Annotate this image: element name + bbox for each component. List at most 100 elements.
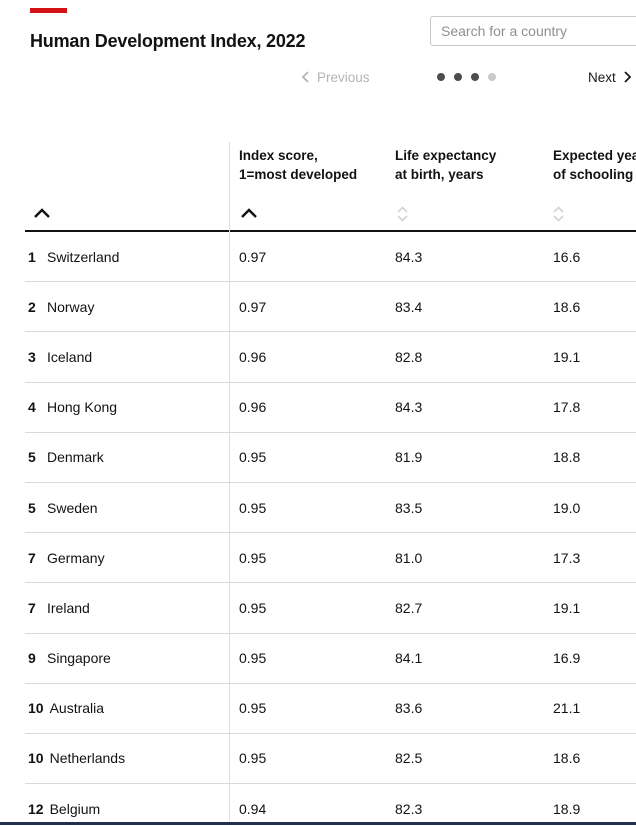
country-name: Switzerland <box>47 248 120 265</box>
life-expectancy-value: 81.9 <box>395 449 423 466</box>
sort-toggle-icon[interactable] <box>395 204 410 224</box>
schooling-value: 18.9 <box>553 800 581 817</box>
sort-toggle-icon[interactable] <box>551 204 566 224</box>
column-header-life-expectancy[interactable]: Life expectancy at birth, years <box>395 146 496 184</box>
table-row: 3 Iceland 0.96 82.8 19.1 <box>25 332 636 383</box>
schooling-value: 18.6 <box>553 298 581 315</box>
table-row: 4 Hong Kong 0.96 84.3 17.8 <box>25 383 636 433</box>
header-divider-line <box>25 230 636 232</box>
country-name: Germany <box>47 549 105 566</box>
schooling-value: 16.6 <box>553 248 581 265</box>
life-expectancy-value: 81.0 <box>395 549 423 566</box>
column-label-line: Life expectancy <box>395 148 497 163</box>
page-dot[interactable] <box>454 73 462 81</box>
life-expectancy-value: 84.3 <box>395 399 423 416</box>
index-score-value: 0.96 <box>239 348 267 365</box>
index-score-value: 0.97 <box>239 298 267 315</box>
table-row: 7 Germany 0.95 81.0 17.3 <box>25 533 636 584</box>
next-page-button[interactable]: Next <box>588 69 632 85</box>
life-expectancy-value: 84.1 <box>395 650 423 667</box>
country-name: Sweden <box>47 499 98 516</box>
life-expectancy-value: 83.6 <box>395 700 423 717</box>
rank-value: 3 <box>28 348 36 365</box>
index-score-value: 0.95 <box>239 750 267 767</box>
rank-value: 5 <box>28 499 36 516</box>
index-score-value: 0.95 <box>239 499 267 516</box>
table-row: 10 Australia 0.95 83.6 21.1 <box>25 684 636 734</box>
country-name: Norway <box>47 298 95 315</box>
country-name: Iceland <box>47 348 93 365</box>
column-header-expected-schooling[interactable]: Expected years of schooling <box>553 146 636 184</box>
index-score-value: 0.95 <box>239 549 267 566</box>
schooling-value: 19.1 <box>553 348 581 365</box>
rank-value: 7 <box>28 599 36 616</box>
table-row: 10 Netherlands 0.95 82.5 18.6 <box>25 734 636 785</box>
chevron-right-icon <box>624 71 632 83</box>
country-name: Netherlands <box>49 750 126 767</box>
country-name: Ireland <box>47 599 90 616</box>
schooling-value: 19.0 <box>553 499 581 516</box>
country-name: Belgium <box>49 800 101 817</box>
life-expectancy-value: 82.8 <box>395 348 423 365</box>
rank-value: 10 <box>28 700 44 717</box>
country-name: Hong Kong <box>47 399 118 416</box>
table-row: 5 Denmark 0.95 81.9 18.8 <box>25 433 636 483</box>
schooling-value: 18.6 <box>553 750 581 767</box>
table-body: 1 Switzerland 0.97 84.3 16.6 2 Norway 0.97… <box>25 232 636 826</box>
schooling-value: 21.1 <box>553 700 581 717</box>
table-row: 1 Switzerland 0.97 84.3 16.6 <box>25 232 636 283</box>
page-title: Human Development Index, 2022 <box>30 31 306 52</box>
country-name: Australia <box>49 700 105 717</box>
page-dot[interactable] <box>488 73 496 81</box>
life-expectancy-value: 84.3 <box>395 248 423 265</box>
rank-value: 10 <box>28 750 44 767</box>
schooling-value: 17.8 <box>553 399 581 416</box>
country-name: Denmark <box>47 449 104 466</box>
column-header-index-score[interactable]: Index score, 1=most developed <box>239 146 357 184</box>
schooling-value: 19.1 <box>553 599 581 616</box>
next-label: Next <box>588 69 616 85</box>
index-score-value: 0.95 <box>239 650 267 667</box>
schooling-value: 16.9 <box>553 650 581 667</box>
schooling-value: 17.3 <box>553 549 581 566</box>
country-name: Singapore <box>47 650 111 667</box>
red-accent-bar <box>30 8 67 13</box>
life-expectancy-value: 83.4 <box>395 298 423 315</box>
previous-label: Previous <box>317 69 370 85</box>
index-score-value: 0.95 <box>239 700 267 717</box>
table-row: 12 Belgium 0.94 82.3 18.9 <box>25 784 636 826</box>
previous-page-button[interactable]: Previous <box>301 69 370 85</box>
page-dot[interactable] <box>471 73 479 81</box>
bottom-navy-bar <box>0 822 636 825</box>
rank-value: 12 <box>28 800 44 817</box>
pagination-dots <box>437 73 496 81</box>
column-label-line: Index score, <box>239 148 318 163</box>
table-row: 5 Sweden 0.95 83.5 19.0 <box>25 483 636 534</box>
column-label-line: of schooling <box>553 167 634 182</box>
table-row: 9 Singapore 0.95 84.1 16.9 <box>25 634 636 684</box>
rank-value: 5 <box>28 449 36 466</box>
column-label-line: at birth, years <box>395 167 484 182</box>
life-expectancy-value: 82.3 <box>395 800 423 817</box>
page-dot[interactable] <box>437 73 445 81</box>
index-score-value: 0.97 <box>239 248 267 265</box>
column-divider-line <box>229 142 230 821</box>
sort-ascending-icon[interactable] <box>239 207 259 220</box>
life-expectancy-value: 82.5 <box>395 750 423 767</box>
index-score-value: 0.95 <box>239 599 267 616</box>
column-label-line: Expected years <box>553 148 636 163</box>
sort-ascending-icon[interactable] <box>32 207 52 220</box>
schooling-value: 18.8 <box>553 449 581 466</box>
column-label-line: 1=most developed <box>239 167 358 182</box>
table-row: 7 Ireland 0.95 82.7 19.1 <box>25 583 636 634</box>
index-score-value: 0.96 <box>239 399 267 416</box>
search-input[interactable] <box>430 16 636 46</box>
index-score-value: 0.94 <box>239 800 267 817</box>
life-expectancy-value: 82.7 <box>395 599 423 616</box>
table-row: 2 Norway 0.97 83.4 18.6 <box>25 282 636 333</box>
rank-value: 1 <box>28 248 36 265</box>
rank-value: 9 <box>28 650 36 667</box>
rank-value: 7 <box>28 549 36 566</box>
life-expectancy-value: 83.5 <box>395 499 423 516</box>
